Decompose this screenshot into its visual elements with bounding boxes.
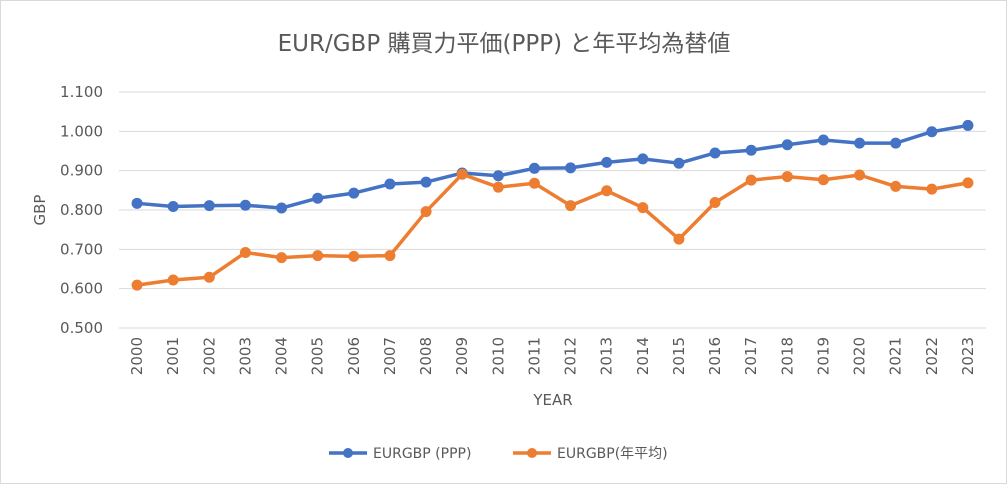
x-tick-label: 2000 — [128, 337, 146, 375]
x-tick-label: 2014 — [634, 337, 652, 375]
series-1 — [131, 119, 974, 214]
data-point — [312, 192, 324, 204]
legend-marker — [527, 448, 537, 458]
data-point — [492, 181, 504, 193]
y-tick-label: 0.900 — [60, 162, 103, 180]
series-2 — [131, 168, 974, 291]
data-point — [131, 197, 143, 209]
data-point — [890, 180, 902, 192]
legend: EURGBP (PPP) EURGBP(年平均) — [329, 446, 668, 462]
y-tick-label: 1.100 — [60, 83, 103, 101]
data-point — [709, 197, 721, 209]
x-tick-label: 2016 — [706, 337, 724, 375]
x-tick-label: 2020 — [851, 337, 869, 375]
data-point — [276, 202, 288, 214]
y-axis-label: GBP — [31, 195, 49, 226]
data-point — [709, 147, 721, 159]
legend-label: EURGBP(年平均) — [557, 446, 668, 462]
data-point — [528, 162, 540, 174]
x-tick-label: 2021 — [887, 337, 905, 375]
chart-title: EUR/GBP 購買力平価(PPP) と年平均為替値 — [278, 31, 731, 57]
legend-marker — [343, 448, 353, 458]
x-tick-label: 2006 — [345, 337, 363, 375]
data-point — [781, 171, 793, 183]
gridlines — [119, 91, 986, 329]
data-point — [926, 126, 938, 138]
data-point — [854, 169, 866, 181]
x-tick-label: 2001 — [164, 337, 182, 375]
y-axis-ticks: 0.500 0.600 0.700 0.800 0.900 1.000 1.100 — [60, 83, 103, 337]
data-point — [565, 162, 577, 174]
x-tick-label: 2002 — [200, 337, 218, 375]
data-point — [673, 157, 685, 169]
data-point — [926, 183, 938, 195]
series-line — [135, 123, 970, 210]
data-point — [492, 170, 504, 182]
x-tick-label: 2008 — [417, 337, 435, 375]
data-point — [420, 176, 432, 188]
data-point — [745, 144, 757, 156]
x-tick-label: 2013 — [598, 337, 616, 375]
data-point — [167, 274, 179, 286]
legend-item: EURGBP(年平均) — [513, 446, 668, 462]
y-tick-label: 1.000 — [60, 122, 103, 140]
data-point — [239, 246, 251, 258]
data-point — [384, 250, 396, 262]
x-tick-label: 2007 — [381, 337, 399, 375]
data-point — [239, 199, 251, 211]
series-line — [135, 172, 970, 287]
x-axis-label: YEAR — [532, 391, 572, 409]
data-point — [962, 177, 974, 189]
data-point — [565, 200, 577, 212]
data-point — [601, 185, 613, 197]
x-tick-label: 2003 — [236, 337, 254, 375]
x-tick-label: 2015 — [670, 337, 688, 375]
y-tick-label: 0.800 — [60, 201, 103, 219]
data-point — [637, 153, 649, 165]
x-tick-label: 2011 — [525, 337, 543, 375]
data-point — [745, 174, 757, 186]
x-tick-label: 2019 — [814, 337, 832, 375]
data-point — [167, 200, 179, 212]
x-tick-label: 2004 — [273, 337, 291, 375]
data-point — [276, 252, 288, 264]
x-tick-label: 2009 — [453, 337, 471, 375]
x-tick-label: 2012 — [562, 337, 580, 375]
data-point — [131, 279, 143, 291]
data-point — [203, 271, 215, 283]
y-tick-label: 0.500 — [60, 319, 103, 337]
data-point — [673, 233, 685, 245]
data-point — [781, 139, 793, 151]
data-point — [890, 137, 902, 149]
legend-label: EURGBP (PPP) — [373, 446, 471, 462]
data-point — [348, 250, 360, 262]
data-point — [528, 177, 540, 189]
y-tick-label: 0.600 — [60, 280, 103, 298]
data-point — [384, 178, 396, 190]
x-tick-label: 2017 — [742, 337, 760, 375]
data-point — [203, 200, 215, 212]
data-point — [601, 156, 613, 168]
data-point — [637, 202, 649, 214]
data-point — [312, 250, 324, 262]
data-point — [420, 206, 432, 218]
x-tick-label: 2005 — [309, 337, 327, 375]
x-tick-label: 2022 — [923, 337, 941, 375]
x-axis-ticks: 2000 2001 2002 2003 2004 2005 2006 2007 2008 2009… — [128, 337, 977, 375]
data-point — [348, 187, 360, 199]
data-point — [854, 137, 866, 149]
x-tick-label: 2023 — [959, 337, 977, 375]
series-group — [131, 119, 974, 291]
x-tick-label: 2018 — [778, 337, 796, 375]
legend-item: EURGBP (PPP) — [329, 446, 471, 462]
data-point — [962, 119, 974, 131]
x-tick-label: 2010 — [489, 337, 507, 375]
data-point — [817, 174, 829, 186]
y-tick-label: 0.700 — [60, 240, 103, 258]
data-point — [817, 134, 829, 146]
data-point — [456, 168, 468, 180]
